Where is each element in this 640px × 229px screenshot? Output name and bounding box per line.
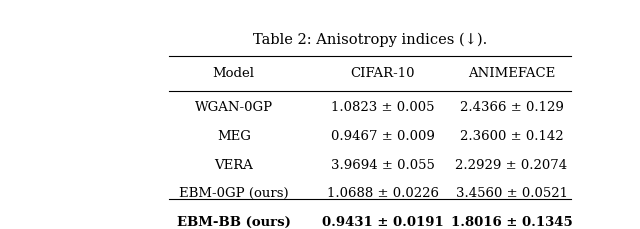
Text: 0.9431 ± 0.0191: 0.9431 ± 0.0191 — [322, 216, 444, 229]
Text: Model: Model — [212, 67, 255, 80]
Text: EBM-0GP (ours): EBM-0GP (ours) — [179, 187, 289, 200]
Text: Table 2: Anisotropy indices (↓).: Table 2: Anisotropy indices (↓). — [253, 33, 487, 47]
Text: WGAN-0GP: WGAN-0GP — [195, 101, 273, 114]
Text: 1.0823 ± 0.005: 1.0823 ± 0.005 — [331, 101, 435, 114]
Text: 1.0688 ± 0.0226: 1.0688 ± 0.0226 — [326, 187, 438, 200]
Text: VERA: VERA — [214, 159, 253, 172]
Text: CIFAR-10: CIFAR-10 — [350, 67, 415, 80]
Text: 0.9467 ± 0.009: 0.9467 ± 0.009 — [331, 130, 435, 143]
Text: EBM-BB (ours): EBM-BB (ours) — [177, 216, 291, 229]
Text: ANIMEFACE: ANIMEFACE — [468, 67, 555, 80]
Text: 3.4560 ± 0.0521: 3.4560 ± 0.0521 — [456, 187, 568, 200]
Text: 2.4366 ± 0.129: 2.4366 ± 0.129 — [460, 101, 563, 114]
Text: MEG: MEG — [217, 130, 251, 143]
Text: 1.8016 ± 0.1345: 1.8016 ± 0.1345 — [451, 216, 572, 229]
Text: 3.9694 ± 0.055: 3.9694 ± 0.055 — [331, 159, 435, 172]
Text: 2.3600 ± 0.142: 2.3600 ± 0.142 — [460, 130, 563, 143]
Text: 2.2929 ± 0.2074: 2.2929 ± 0.2074 — [456, 159, 568, 172]
